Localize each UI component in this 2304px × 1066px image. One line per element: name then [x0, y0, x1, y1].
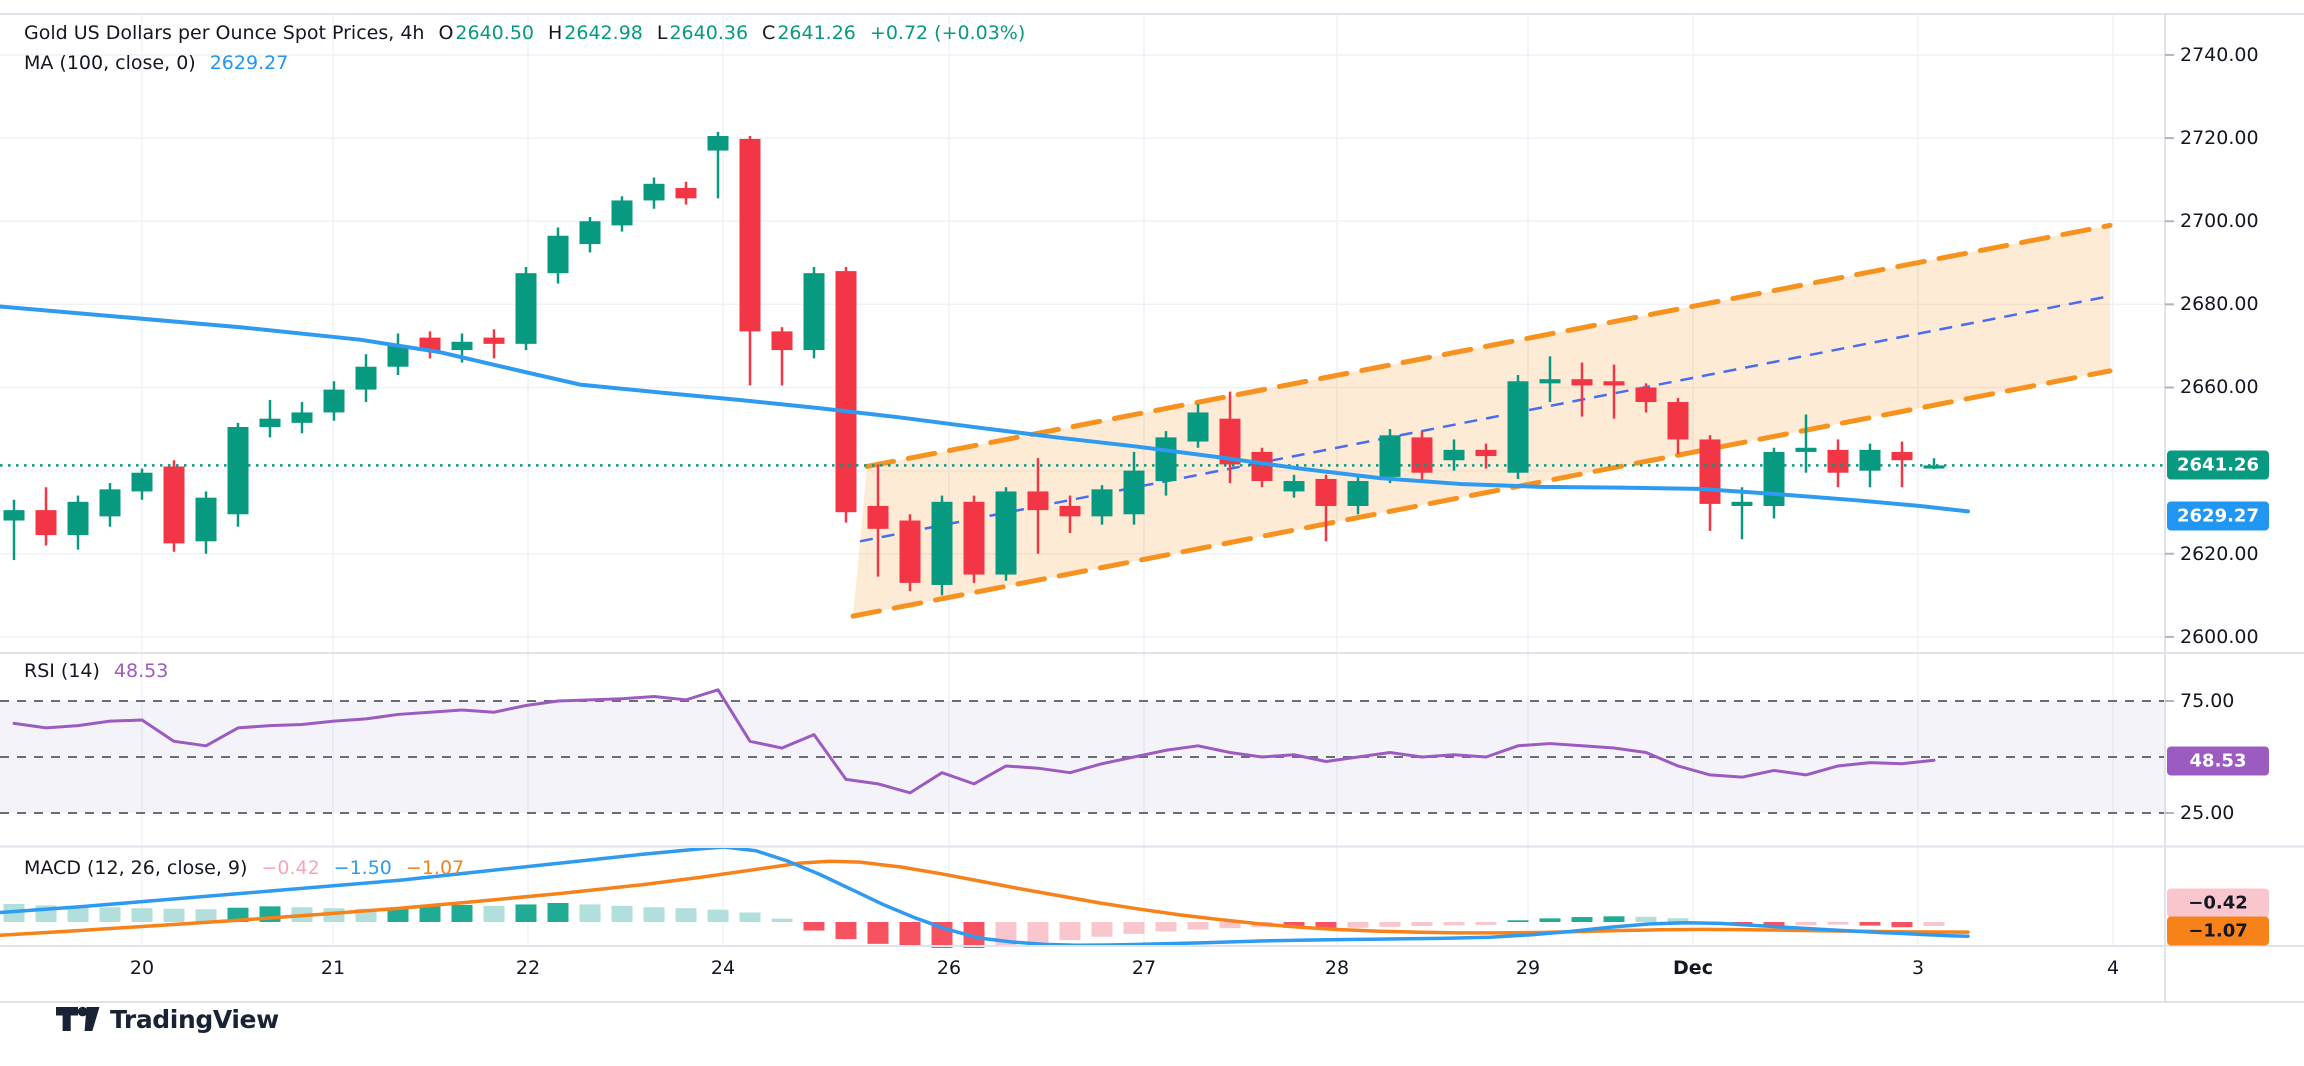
candles [3, 131, 1945, 596]
macd-line-value: −1.50 [333, 857, 392, 879]
tradingview-logo[interactable]: TradingView [56, 1004, 279, 1034]
ohlc-open: O 2640.50 [438, 22, 534, 44]
time-axis-label: 22 [515, 957, 541, 979]
ohlc-close: C 2641.26 [762, 22, 856, 44]
macd-legend-row[interactable]: MACD (12, 26, close, 9) −0.42 −1.50 −1.0… [24, 857, 464, 879]
tradingview-logo-icon [56, 1006, 100, 1031]
time-axis-label: 3 [1911, 957, 1925, 979]
ohlc-high: H 2642.98 [548, 22, 643, 44]
tradingview-logo-text: TradingView [110, 1004, 279, 1034]
symbol-legend-row[interactable]: Gold US Dollars per Ounce Spot Prices, 4… [24, 22, 1025, 44]
ma-value: 2629.27 [209, 52, 289, 74]
ma-label: MA (100, close, 0) [24, 52, 196, 74]
price-axis-label: 2660.00 [2180, 376, 2259, 399]
macd-signal-badge: −1.07 [2167, 916, 2269, 946]
ma-legend-row[interactable]: MA (100, close, 0) 2629.27 [24, 52, 288, 74]
time-axis-label: 29 [1515, 957, 1541, 979]
last-price-badge: 2641.26 [2167, 450, 2269, 480]
rsi-axis-label: 75.00 [2180, 690, 2235, 712]
pane-separators [0, 13, 2304, 1003]
ma-line [0, 304, 1970, 514]
price-axis-label: 2680.00 [2180, 293, 2259, 316]
symbol-title: Gold US Dollars per Ounce Spot Prices, 4… [24, 22, 425, 44]
price-axis-label: 2740.00 [2180, 43, 2259, 66]
time-axis-label: 20 [129, 957, 155, 979]
macd-signal-line [0, 859, 1970, 938]
rsi-line [12, 688, 1936, 795]
time-axis-label: 26 [936, 957, 962, 979]
rsi-label: RSI (14) [24, 660, 100, 682]
price-axis-label: 2700.00 [2180, 210, 2259, 233]
macd-signal-value: −1.07 [405, 857, 465, 879]
rsi-band [0, 700, 2165, 814]
rsi-value: 48.53 [113, 660, 169, 682]
rsi-axis-label: 25.00 [2180, 802, 2235, 824]
price-axis-label: 2600.00 [2180, 625, 2259, 648]
rsi-legend-row[interactable]: RSI (14) 48.53 [24, 660, 168, 682]
grid [0, 14, 2165, 946]
time-axis-label: Dec [1673, 957, 1713, 979]
macd-label: MACD (12, 26, close, 9) [24, 857, 248, 879]
time-axis-label: 28 [1324, 957, 1350, 979]
time-axis-label: 21 [320, 957, 346, 979]
time-axis-label: 27 [1131, 957, 1157, 979]
macd-hist-value: −0.42 [261, 857, 320, 879]
ohlc-low: L 2640.36 [656, 22, 749, 44]
time-axis-label: 24 [710, 957, 736, 979]
price-change: +0.72 (+0.03%) [869, 22, 1026, 44]
price-axis-label: 2720.00 [2180, 127, 2259, 150]
macd-hist-badge: −0.42 [2167, 888, 2269, 918]
ma-value-badge: 2629.27 [2167, 501, 2269, 531]
trend-channel [850, 222, 2113, 619]
time-axis-label: 4 [2106, 957, 2120, 979]
price-axis-label: 2620.00 [2180, 542, 2259, 565]
rsi-value-badge: 48.53 [2167, 746, 2269, 776]
macd [0, 848, 1970, 948]
